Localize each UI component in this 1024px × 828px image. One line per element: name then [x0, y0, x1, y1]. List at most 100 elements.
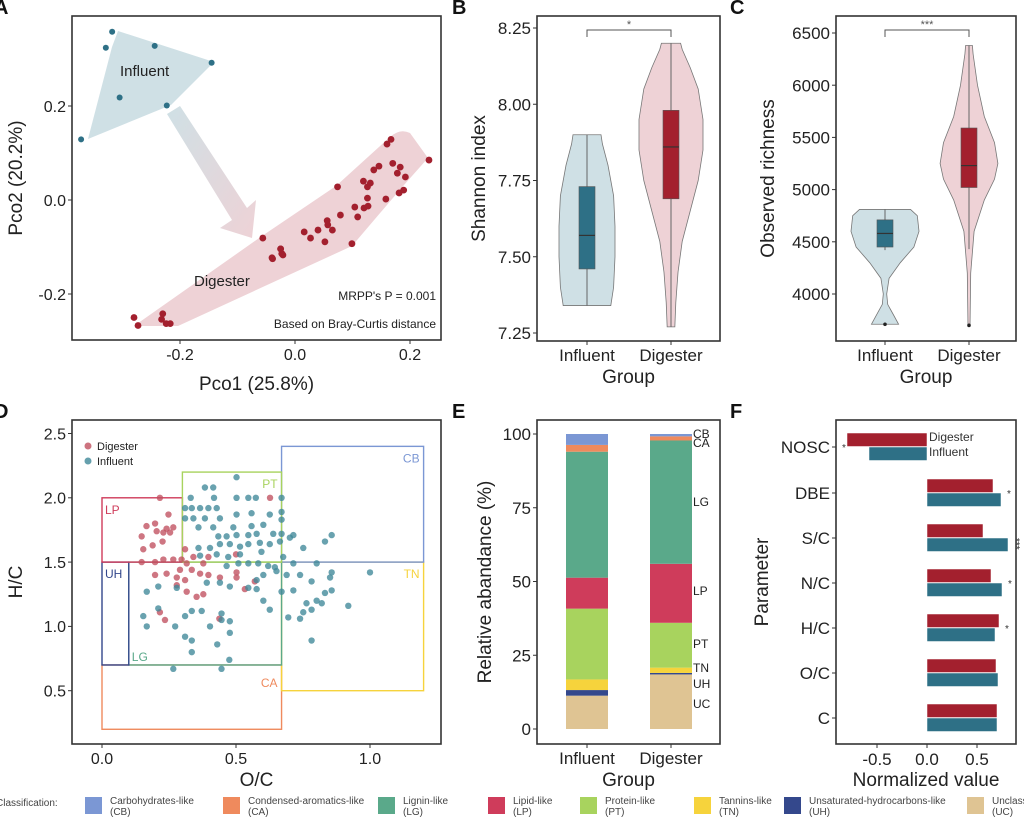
digester-compound-point — [149, 542, 156, 549]
digester-compound-point — [156, 494, 164, 501]
digester-point — [383, 140, 391, 148]
y-tick-label: 5000 — [792, 181, 830, 200]
legend-label-influent: Influent — [97, 456, 133, 468]
region-label-cb: CB — [403, 451, 420, 465]
y-tick-label: 0.2 — [44, 99, 66, 116]
influent-compound-point — [273, 567, 280, 575]
legend-item-cb: Carbohydrates-like (CB) — [85, 796, 194, 818]
influent-compound-point — [278, 530, 285, 538]
digester-point — [328, 226, 336, 234]
influent-compound-point — [181, 633, 189, 640]
x-tick-label: Influent — [559, 346, 615, 365]
significance-label: * — [1008, 579, 1012, 590]
x-axis-title: Group — [900, 367, 953, 388]
panel-letter: D — [0, 401, 8, 423]
legend-abbr: (LP) — [513, 807, 532, 818]
digester-compound-point — [205, 571, 212, 579]
influent-compound-point — [195, 524, 202, 531]
digester-compound-point — [233, 574, 240, 581]
influent-compound-point — [245, 494, 252, 501]
x-tick-label: Digester — [639, 749, 703, 768]
digester-point — [360, 177, 367, 185]
digester-compound-point — [173, 574, 180, 581]
legend-abbr: (LG) — [403, 807, 423, 818]
outlier-point — [883, 322, 887, 327]
influent-compound-point — [201, 484, 209, 491]
mrpp-annotation: MRPP's P = 0.001 — [338, 289, 436, 303]
influent-compound-point — [216, 579, 224, 586]
x-tick-label: Digester — [937, 346, 1001, 365]
influent-compound-point — [266, 511, 273, 518]
x-axis-title: Group — [602, 770, 655, 791]
influent-compound-point — [321, 538, 329, 545]
digester-point — [334, 183, 341, 191]
influent-compound-point — [230, 524, 237, 531]
legend-abbr: (CA) — [248, 807, 269, 818]
transition-arrow — [167, 106, 256, 238]
stack-segment-uh — [650, 672, 692, 675]
digester-compound-point — [176, 566, 184, 574]
significance-label: * — [1005, 624, 1009, 635]
legend-swatch — [784, 797, 801, 814]
digester-box — [662, 110, 680, 200]
region-box-ca — [101, 664, 283, 730]
influent-compound-point — [155, 583, 162, 590]
influent-compound-point — [171, 623, 179, 630]
digester-compound-point — [140, 546, 147, 553]
influent-bar — [926, 537, 1009, 552]
digester-compound-point — [183, 588, 190, 595]
influent-compound-point — [245, 584, 252, 592]
y-tick-label: N/C — [801, 574, 830, 593]
influent-compound-point — [245, 560, 252, 567]
x-tick-label: 0.0 — [284, 347, 306, 364]
digester-compound-point — [159, 538, 166, 545]
significance-bracket — [884, 29, 970, 37]
x-axis-title: O/C — [240, 770, 274, 791]
digester-point — [337, 211, 344, 219]
panel-letter: C — [730, 0, 744, 19]
region-box-lg — [128, 561, 283, 666]
digester-point — [321, 238, 329, 246]
legend-item-lg: Lignin-like (LG) — [378, 796, 448, 818]
segment-label-lp: LP — [693, 584, 708, 598]
y-tick-label: S/C — [802, 529, 830, 548]
legend-name: Unsaturated-hydrocarbons-like — [809, 796, 946, 807]
segment-label-ca: CA — [693, 436, 710, 450]
digester-point — [351, 203, 359, 211]
influent-compound-point — [155, 605, 162, 612]
digester-point — [387, 135, 395, 143]
stack-segment-lp — [650, 563, 692, 623]
x-tick-label: 0.0 — [91, 751, 113, 768]
panel-letter: A — [0, 0, 8, 19]
y-tick-label: NOSC — [781, 438, 830, 457]
segment-label-pt: PT — [693, 637, 709, 651]
y-tick-label: 4000 — [792, 285, 830, 304]
influent-compound-point — [143, 588, 150, 595]
influent-compound-point — [226, 656, 233, 664]
digester-compound-point — [151, 520, 159, 527]
influent-compound-point — [260, 571, 267, 579]
influent-bar — [926, 492, 1002, 507]
influent-compound-point — [226, 583, 234, 590]
legend-text: Protein-like (PT) — [605, 796, 655, 818]
digester-point — [277, 245, 285, 253]
x-tick-label: Digester — [639, 346, 703, 365]
stack-segment-ca — [650, 436, 692, 441]
influent-point — [116, 94, 123, 101]
legend-swatch — [967, 797, 984, 814]
digester-compound-point — [143, 522, 150, 530]
stack-segment-tn — [650, 667, 692, 673]
influent-compound-point — [270, 530, 277, 538]
influent-bar — [926, 582, 1003, 597]
influent-group-label: Influent — [120, 63, 170, 80]
influent-compound-point — [188, 637, 195, 644]
legend-text: Carbohydrates-like (CB) — [110, 796, 194, 818]
stack-segment-pt — [566, 608, 608, 680]
plot-frame — [536, 15, 721, 342]
stack-segment-tn — [566, 679, 608, 691]
significance-label: *** — [921, 19, 935, 31]
influent-compound-point — [248, 522, 255, 530]
digester-compound-point — [170, 556, 177, 563]
influent-compound-point — [173, 584, 180, 592]
